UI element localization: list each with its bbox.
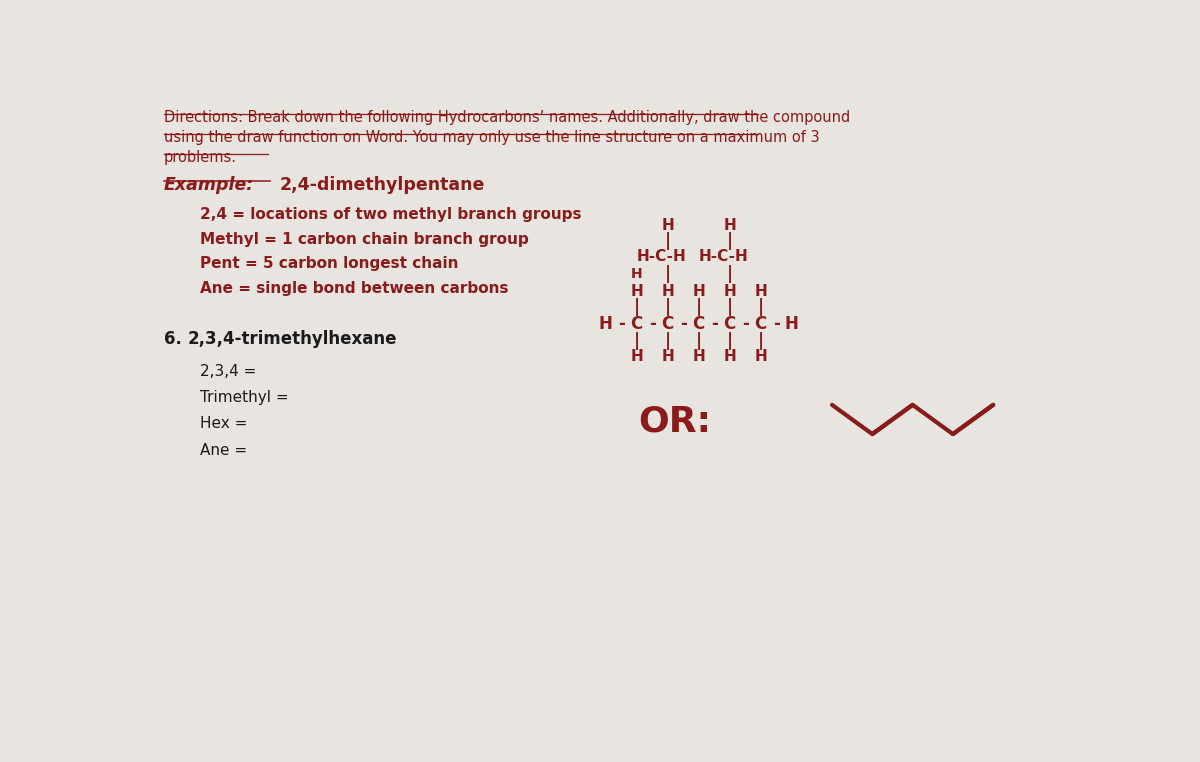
Text: Methyl = 1 carbon chain branch group: Methyl = 1 carbon chain branch group [200,232,529,247]
Text: -: - [773,315,780,333]
Text: H: H [724,349,736,363]
Text: |: | [634,332,640,350]
Text: Pent = 5 carbon longest chain: Pent = 5 carbon longest chain [200,256,458,271]
Text: |: | [665,332,671,350]
Text: H: H [724,284,736,299]
Text: -: - [742,315,749,333]
Text: -: - [649,315,655,333]
Text: H-C-H: H-C-H [637,248,686,264]
Text: C: C [692,315,704,333]
Text: H: H [692,349,706,363]
Text: C: C [755,315,767,333]
Text: -: - [679,315,686,333]
Text: Example:: Example: [164,176,254,194]
Text: C: C [724,315,736,333]
Text: C: C [630,315,643,333]
Text: 2,4 = locations of two methyl branch groups: 2,4 = locations of two methyl branch gro… [200,207,582,222]
Text: H: H [630,349,643,363]
Text: OR:: OR: [638,405,712,439]
Text: H: H [631,267,642,281]
Text: Ane = single bond between carbons: Ane = single bond between carbons [200,281,509,296]
Text: Trimethyl =: Trimethyl = [200,390,289,405]
Text: H: H [661,349,674,363]
Text: 6.: 6. [164,330,182,348]
Text: |: | [665,232,671,250]
Text: H: H [755,349,767,363]
Text: |: | [727,298,733,316]
Text: |: | [665,265,671,283]
Text: |: | [665,298,671,316]
Text: H-C-H: H-C-H [698,248,749,264]
Text: |: | [727,265,733,283]
Text: -: - [618,315,625,333]
Text: |: | [696,298,702,316]
Text: 2,3,4 =: 2,3,4 = [200,364,257,379]
Text: |: | [727,332,733,350]
Text: C: C [661,315,674,333]
Text: |: | [757,298,763,316]
Text: |: | [696,332,702,350]
Text: |: | [727,232,733,250]
Text: H: H [661,218,674,233]
Text: 2,3,4-trimethylhexane: 2,3,4-trimethylhexane [187,330,397,348]
Text: H: H [599,315,613,333]
Text: Ane =: Ane = [200,443,247,457]
Text: H: H [630,284,643,299]
Text: H: H [785,315,799,333]
Text: Hex =: Hex = [200,416,247,431]
Text: H: H [755,284,767,299]
Text: problems.: problems. [164,150,236,165]
Text: 2,4-dimethylpentane: 2,4-dimethylpentane [280,176,485,194]
Text: |: | [757,332,763,350]
Text: Directions: Break down the following Hydrocarbons’ names. Additionally, draw the: Directions: Break down the following Hyd… [164,110,851,125]
Text: H: H [661,284,674,299]
Text: -: - [710,315,718,333]
Text: using the draw function on Word. You may only use the line structure on a maximu: using the draw function on Word. You may… [164,130,820,145]
Text: H: H [692,284,706,299]
Text: H: H [724,218,736,233]
Text: |: | [634,298,640,316]
